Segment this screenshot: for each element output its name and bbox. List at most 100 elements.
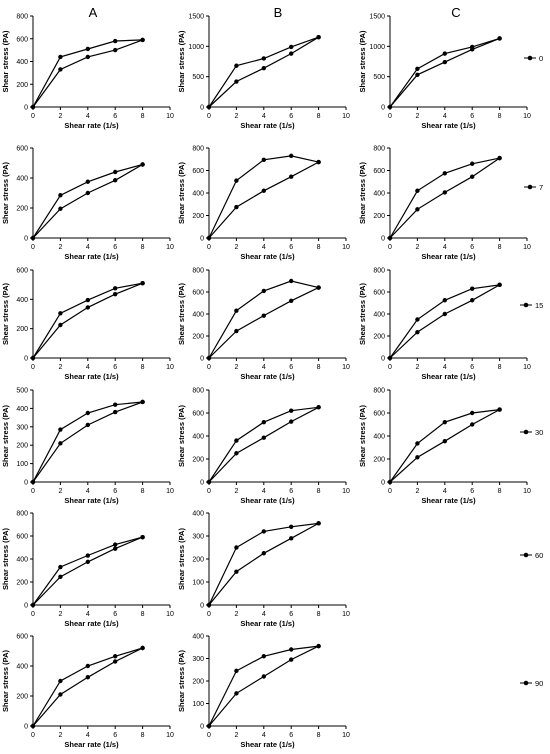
data-point	[113, 542, 118, 547]
x-tick-label: 6	[113, 364, 117, 371]
data-point	[206, 235, 212, 241]
x-tick-label: 6	[113, 611, 117, 618]
x-tick-label: 10	[342, 113, 350, 120]
row-legend-0: 0	[524, 54, 543, 63]
data-point	[85, 553, 91, 558]
y-tick-label: 0	[24, 724, 28, 731]
data-point	[261, 420, 266, 425]
x-tick-label: 2	[234, 611, 238, 618]
y-tick-label: 600	[16, 36, 28, 43]
x-tick-label: 4	[262, 364, 266, 371]
data-point	[234, 308, 239, 313]
y-tick-label: 600	[16, 634, 28, 641]
y-tick-label: 100	[192, 580, 204, 587]
x-tick-label: 0	[207, 364, 211, 371]
series-line-2	[389, 37, 500, 108]
data-point	[470, 298, 475, 303]
data-point	[316, 285, 321, 290]
x-tick-label: 8	[498, 113, 502, 120]
data-point	[470, 286, 475, 291]
x-axis-label: Shear rate (1/s)	[240, 372, 295, 381]
y-tick-label: 400	[192, 511, 204, 518]
y-tick-label: 800	[16, 14, 28, 21]
data-point	[58, 564, 63, 570]
y-tick-label: 0	[24, 603, 28, 610]
data-point	[234, 438, 239, 443]
data-point	[234, 545, 239, 550]
x-tick-label: 4	[443, 364, 447, 371]
data-point	[113, 38, 118, 44]
series-line-1	[208, 406, 319, 483]
data-point	[113, 47, 118, 53]
y-tick-label: 100	[16, 461, 28, 468]
data-point	[442, 438, 447, 444]
y-tick-label: 300	[16, 424, 28, 431]
x-axis-label: Shear rate (1/s)	[64, 372, 119, 381]
data-point	[58, 692, 63, 697]
series-line-1	[32, 282, 143, 359]
y-tick-label: 400	[16, 664, 28, 671]
data-point	[58, 206, 63, 211]
y-tick-label: 200	[192, 334, 204, 341]
series-line-2	[208, 406, 319, 483]
y-tick-label: 200	[16, 580, 28, 587]
data-point	[206, 602, 212, 608]
y-axis-label: Shear stress (PA)	[358, 162, 367, 224]
data-point	[415, 72, 420, 78]
chart-panel-C-7: 0 200 400 600 800 0 2 4 6 8 10 Shear rate (1/s) Shea…	[358, 146, 531, 262]
y-tick-label: 0	[200, 724, 204, 731]
x-tick-label: 8	[141, 488, 145, 495]
y-axis-label: Shear stress (PA)	[358, 283, 367, 345]
x-tick-label: 8	[317, 244, 321, 251]
data-point	[234, 328, 239, 334]
data-point	[261, 65, 266, 71]
y-tick-label: 0	[381, 480, 385, 487]
y-tick-label: 800	[373, 146, 385, 153]
svg-text:60: 60	[535, 551, 543, 560]
x-tick-label: 6	[113, 113, 117, 120]
data-point	[261, 188, 266, 193]
y-tick-label: 800	[373, 268, 385, 275]
series-line-2	[389, 284, 500, 359]
y-tick-label: 400	[373, 434, 385, 441]
x-tick-label: 2	[415, 364, 419, 371]
x-axis-label: Shear rate (1/s)	[64, 496, 119, 505]
y-tick-label: 200	[192, 457, 204, 464]
x-tick-label: 0	[31, 364, 35, 371]
y-tick-label: 600	[192, 290, 204, 297]
x-tick-label: 0	[207, 113, 211, 120]
data-point	[442, 171, 447, 176]
series-line-2	[32, 163, 143, 239]
x-tick-label: 6	[289, 611, 293, 618]
x-tick-label: 10	[166, 113, 174, 120]
row-legend-60: 60	[520, 551, 543, 560]
data-point	[289, 278, 294, 284]
y-axis-label: Shear stress (PA)	[358, 405, 367, 467]
data-point	[58, 427, 63, 432]
y-tick-label: 1500	[369, 14, 385, 21]
y-tick-label: 600	[192, 168, 204, 175]
data-point	[261, 157, 266, 163]
series-line-2	[32, 282, 143, 359]
y-tick-label: 400	[192, 191, 204, 198]
x-tick-label: 4	[262, 113, 266, 120]
x-tick-label: 0	[388, 488, 392, 495]
y-tick-label: 800	[16, 511, 28, 518]
x-tick-label: 10	[523, 488, 531, 495]
data-point	[261, 435, 266, 440]
x-tick-label: 8	[317, 732, 321, 739]
data-point	[140, 645, 145, 651]
y-tick-label: 0	[381, 236, 385, 243]
data-point	[234, 569, 239, 574]
x-tick-label: 0	[31, 732, 35, 739]
row-legend-15: 15	[520, 301, 543, 310]
y-tick-label: 0	[200, 236, 204, 243]
y-axis-label: Shear stress (PA)	[177, 30, 186, 92]
row-legend-30: 30	[520, 428, 543, 437]
x-tick-label: 10	[342, 244, 350, 251]
series-line-1	[389, 37, 500, 108]
x-tick-label: 2	[234, 488, 238, 495]
data-point	[85, 179, 91, 184]
data-point	[261, 56, 266, 61]
x-tick-label: 2	[234, 244, 238, 251]
